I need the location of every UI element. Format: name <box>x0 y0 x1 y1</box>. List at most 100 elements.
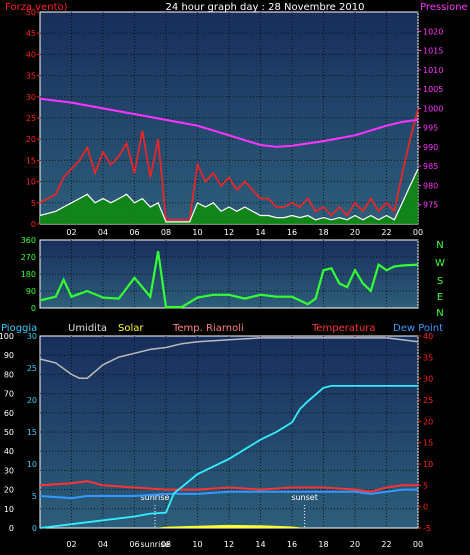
compass-label: E <box>437 292 443 303</box>
wind-tick-label: 45 <box>26 29 36 38</box>
wind-direction-grid <box>40 240 419 308</box>
humidity-tick-label: 20 <box>27 396 37 405</box>
chart-title: 24 hour graph day : 28 Novembre 2010 <box>166 2 365 13</box>
temp-rain-legend: Pioggia Umidita Solar Temp. Riarnoli Tempera… <box>1 323 443 334</box>
wind-axis-title: Forza vento) <box>5 2 68 13</box>
x-tick-label: 20 <box>350 540 360 549</box>
rain-tick-label: 90 <box>4 351 14 360</box>
x-tick-label: 00 <box>413 540 423 549</box>
humidity-axis: 0 5 10 15 20 25 30 <box>27 332 37 533</box>
temperature-tick-label: -5 <box>423 524 431 533</box>
wind-direction-line <box>39 251 419 309</box>
wind-tick-label: 10 <box>26 178 36 187</box>
wind-tick-label: 35 <box>26 72 36 81</box>
pressure-tick-label: 995 <box>423 124 438 133</box>
rain-tick-label: 80 <box>4 370 14 379</box>
pressure-tick-label: 980 <box>423 181 438 190</box>
humidity-tick-label: 5 <box>32 492 37 501</box>
wind-speed-area <box>40 168 418 224</box>
dew-point-line <box>39 488 418 500</box>
wind-tick-label: 20 <box>26 135 36 144</box>
pressure-axis-title: Pressione <box>420 2 468 13</box>
temperature-tick-label: 15 <box>423 439 433 448</box>
rain-tick-label: 30 <box>4 466 14 475</box>
legend-label: Dew Point <box>393 323 443 334</box>
pressure-tick-label: 1000 <box>423 104 443 113</box>
direction-tick-label: 180 <box>21 270 36 279</box>
legend-label: Temperatura <box>311 323 376 334</box>
temperature-line <box>39 480 418 493</box>
direction-tick-label: 0 <box>31 304 36 313</box>
x-tick-label: 22 <box>381 228 391 237</box>
x-tick-label: 22 <box>381 540 391 549</box>
x-tick-label: 18 <box>318 228 328 237</box>
x-tick-label: 00 <box>413 228 423 237</box>
rain-tick-label: 0 <box>9 524 14 533</box>
pressure-tick-label: 990 <box>423 143 438 152</box>
humidity-tick-label: 25 <box>27 364 37 373</box>
wind-direction-axis: 0 90 180 270 360 <box>21 236 36 313</box>
rain-tick-label: 70 <box>4 390 14 399</box>
humidity-tick-label: 0 <box>32 524 37 533</box>
compass-label: S <box>437 276 443 287</box>
temperature-axis: -5 0 5 10 15 20 25 30 35 40 <box>418 332 433 533</box>
pressure-tick-label: 1010 <box>423 66 443 75</box>
wind-pressure-series <box>39 97 419 224</box>
x-tick-label: 12 <box>224 540 234 549</box>
wind-tick-label: 30 <box>26 93 36 102</box>
temperature-tick-label: 25 <box>423 396 433 405</box>
humidity-tick-label: 30 <box>27 332 37 341</box>
pressure-tick-label: 975 <box>423 201 438 210</box>
wind-tick-label: 50 <box>26 8 36 17</box>
temperature-tick-label: 0 <box>423 503 428 512</box>
temp-rain-grid <box>40 336 419 528</box>
temperature-tick-label: 40 <box>423 332 433 341</box>
wind-tick-label: 25 <box>26 114 36 123</box>
compass-label: N <box>436 240 443 251</box>
temperature-tick-label: 35 <box>423 353 433 362</box>
pressure-tick-label: 1020 <box>423 27 443 36</box>
temperature-tick-label: 20 <box>423 417 433 426</box>
direction-tick-label: 270 <box>21 253 36 262</box>
x-tick-label: 14 <box>255 228 265 237</box>
wind-tick-label: 40 <box>26 50 36 59</box>
x-tick-label: 06 <box>129 540 139 549</box>
x-tick-label: 10 <box>192 228 202 237</box>
temperature-tick-label: 30 <box>423 375 433 384</box>
humidity-tick-label: 15 <box>27 428 37 437</box>
x-tick-label: 04 <box>98 540 108 549</box>
pressure-tick-label: 1005 <box>423 85 443 94</box>
sunrise-label: sunrise <box>141 493 170 502</box>
legend-label: Temp. Riarnoli <box>172 323 244 334</box>
wind-direction-series <box>39 251 419 309</box>
compass-label: W <box>435 258 445 269</box>
solar-area <box>40 524 418 528</box>
pressure-tick-label: 985 <box>423 162 438 171</box>
legend-label: Umidita <box>68 323 107 334</box>
temperature-tick-label: 10 <box>423 460 433 469</box>
gust-line <box>39 109 419 221</box>
sunset-label: sunset <box>291 493 318 502</box>
wind-speed-axis: 0 5 10 15 20 25 30 35 40 45 50 <box>26 8 40 229</box>
temp-rain-series: sunrise sunset <box>39 337 419 529</box>
x-tick-label: 18 <box>318 540 328 549</box>
wind-tick-label: 15 <box>26 156 36 165</box>
wind-pressure-x-axis: 02 04 06 08 10 12 14 16 18 20 22 00 <box>66 228 423 237</box>
x-tick-label: 12 <box>224 228 234 237</box>
rain-tick-label: 100 <box>0 332 14 341</box>
pressure-line <box>39 97 419 148</box>
x-tick-label: 20 <box>350 228 360 237</box>
wind-tick-label: 5 <box>31 199 36 208</box>
x-tick-label: 16 <box>287 540 297 549</box>
rain-tick-label: 50 <box>4 428 14 437</box>
temperature-tick-label: 5 <box>423 481 428 490</box>
x-tick-label: 16 <box>287 228 297 237</box>
x-tick-label: 06 <box>129 228 139 237</box>
x-tick-label: 04 <box>98 228 108 237</box>
rain-tick-label: 40 <box>4 447 14 456</box>
x-tick-label: sunrise <box>141 540 170 549</box>
